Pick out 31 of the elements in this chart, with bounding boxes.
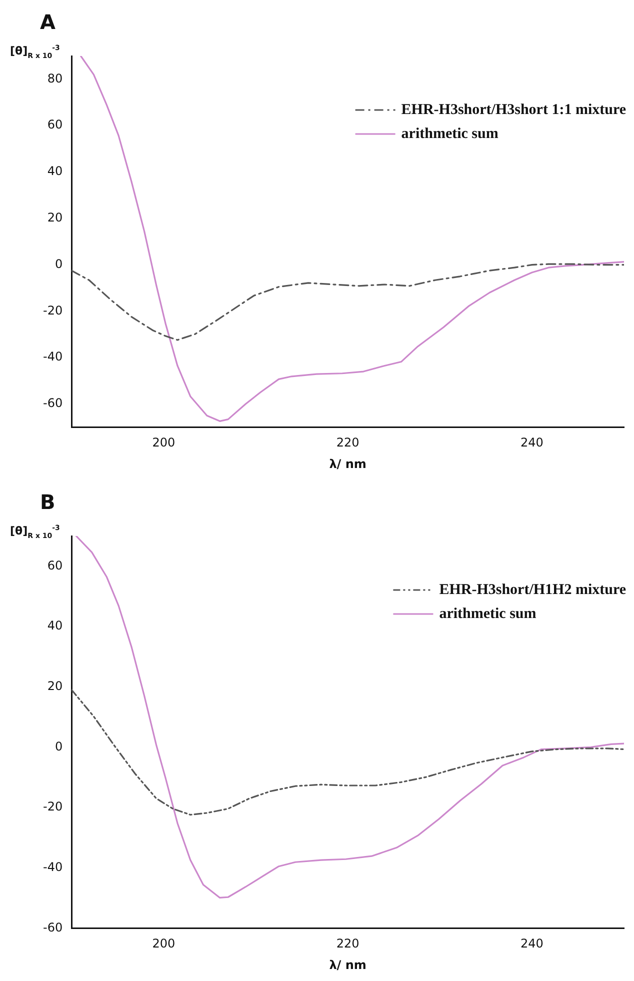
y-tick-label: -20: [42, 800, 63, 814]
legend-label: EHR-H3short/H1H2 mixture: [439, 582, 626, 598]
y-tick-label: 0: [54, 256, 63, 271]
x-tick-label: 220: [336, 436, 360, 450]
y-tick-label: -60: [42, 920, 63, 934]
y-tick-label: 60: [47, 118, 63, 132]
x-tick-label: 200: [152, 936, 176, 951]
y-tick-label: -40: [42, 860, 63, 874]
legend-label: EHR-H3short/H3short 1:1 mixture: [401, 102, 626, 118]
legend-label: arithmetic sum: [401, 126, 499, 142]
x-tick-label: 200: [152, 436, 176, 450]
legend-label: arithmetic sum: [439, 606, 537, 622]
chart-title: B: [40, 490, 56, 514]
x-tick-label: 220: [336, 936, 360, 951]
x-tick-label: 240: [520, 936, 544, 951]
y-tick-label: -60: [42, 396, 63, 410]
y-tick-label: -20: [42, 303, 63, 318]
y-tick-label: 40: [47, 618, 63, 633]
y-tick-label: 0: [54, 739, 63, 754]
y-tick-label: 20: [47, 210, 63, 225]
line-series: [72, 263, 624, 341]
x-axis-title: λ/ nm: [329, 958, 366, 972]
line-series: [72, 689, 624, 816]
y-tick-label: -40: [42, 350, 63, 364]
y-tick-label: 80: [47, 71, 63, 86]
chart-title: A: [40, 10, 56, 34]
x-tick-label: 240: [520, 436, 544, 450]
y-tick-label: 40: [47, 164, 63, 178]
y-tick-label: 60: [47, 558, 63, 572]
y-tick-label: 20: [47, 678, 63, 693]
x-axis-title: λ/ nm: [329, 456, 366, 471]
